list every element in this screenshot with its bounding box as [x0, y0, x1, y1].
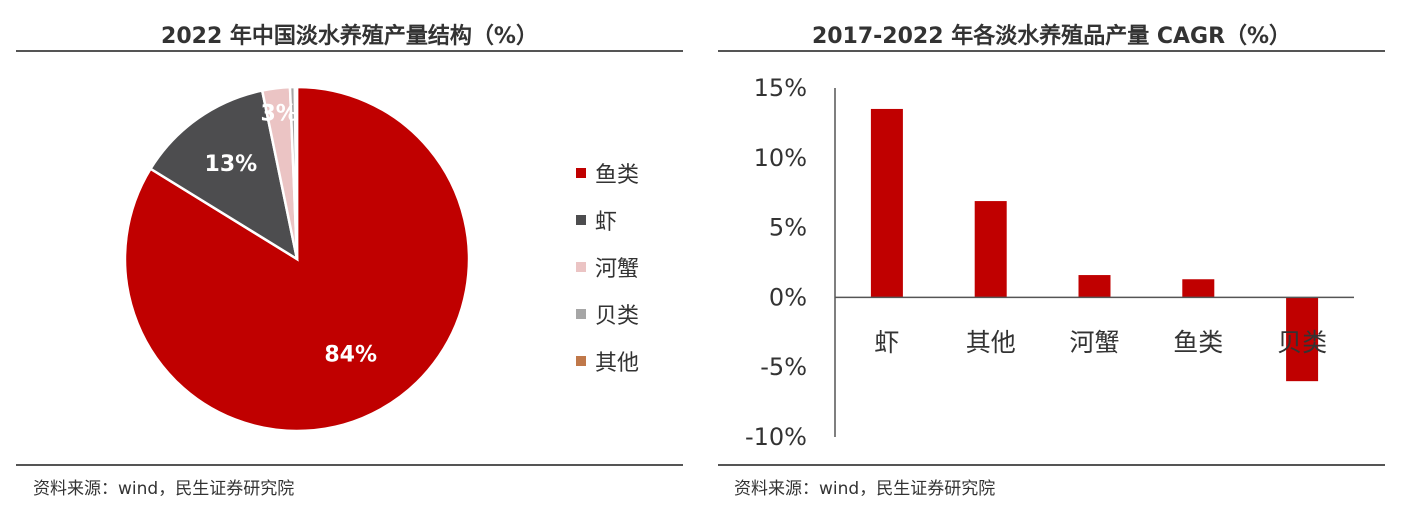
- legend-item-3: 贝类: [576, 290, 639, 337]
- pie-chart: 84% 13% 3%: [123, 85, 471, 433]
- legend-label: 河蟹: [595, 256, 640, 282]
- x-category-label-2: 河蟹: [1069, 328, 1119, 357]
- legend-swatch: [576, 308, 586, 319]
- bar-1: [974, 201, 1007, 298]
- legend-swatch: [576, 214, 586, 225]
- legend-label: 其他: [595, 350, 640, 376]
- pie-chart-panel: 2022 年中国淡水养殖产量结构（%） 84% 13% 3% 鱼类虾河蟹贝类其他 资…: [0, 0, 700, 515]
- y-tick-label-1: 10%: [754, 144, 807, 172]
- pie-chart-title: 2022 年中国淡水养殖产量结构（%）: [161, 24, 538, 49]
- bar-0: [870, 108, 903, 298]
- legend-label: 鱼类: [595, 162, 640, 188]
- pie-legend: 鱼类虾河蟹 贝类 其他: [576, 149, 639, 384]
- pie-label-2: 3%: [260, 101, 297, 126]
- bar-title-rule: [718, 50, 1385, 52]
- x-category-label-0: 虾: [874, 328, 899, 357]
- legend-item-1: 虾: [576, 196, 639, 243]
- y-tick-label-4: -5%: [760, 353, 807, 381]
- legend-label: 贝类: [595, 303, 640, 329]
- y-tick-label-5: -10%: [745, 423, 807, 451]
- legend-item-4: 其他: [576, 337, 639, 384]
- legend-item-0: 鱼类: [576, 149, 639, 196]
- bar-chart-title: 2017-2022 年各淡水养殖品产量 CAGR（%）: [811, 24, 1292, 49]
- pie-label-1: 13%: [205, 152, 258, 177]
- legend-swatch: [576, 355, 586, 366]
- bar-3: [1182, 279, 1215, 298]
- x-category-label-4: 贝类: [1277, 328, 1327, 357]
- bar-source-rule: [718, 464, 1385, 466]
- pie-source-note: 资料来源：wind，民生证券研究院: [33, 479, 295, 499]
- pie-source-rule: [16, 464, 683, 466]
- y-tick-label-3: 0%: [769, 283, 807, 311]
- legend-swatch: [576, 167, 586, 178]
- x-category-label-1: 其他: [966, 328, 1016, 357]
- y-tick-label-0: 15%: [754, 74, 807, 102]
- pie-label-0: 84%: [324, 343, 377, 368]
- pie-title-rule: [16, 50, 683, 52]
- bar-chart-panel: 2017-2022 年各淡水养殖品产量 CAGR（%） 15% 10% 5% 0% -5…: [700, 0, 1401, 515]
- y-tick-label-2: 5%: [769, 214, 807, 242]
- bar-chart: 15% 10% 5% 0% -5% -10% 虾 其他 河蟹 鱼类 贝类: [745, 74, 1354, 451]
- bar-2: [1078, 275, 1111, 298]
- legend-swatch: [576, 261, 586, 272]
- legend-label: 虾: [595, 209, 618, 235]
- bar-4: [1286, 297, 1319, 382]
- bar-source-note: 资料来源：wind，民生证券研究院: [734, 479, 996, 499]
- x-category-label-3: 鱼类: [1173, 328, 1223, 357]
- pie-slice-1: [148, 89, 299, 262]
- pie-slice-4: [293, 85, 299, 260]
- legend-item-2: 河蟹: [576, 243, 639, 290]
